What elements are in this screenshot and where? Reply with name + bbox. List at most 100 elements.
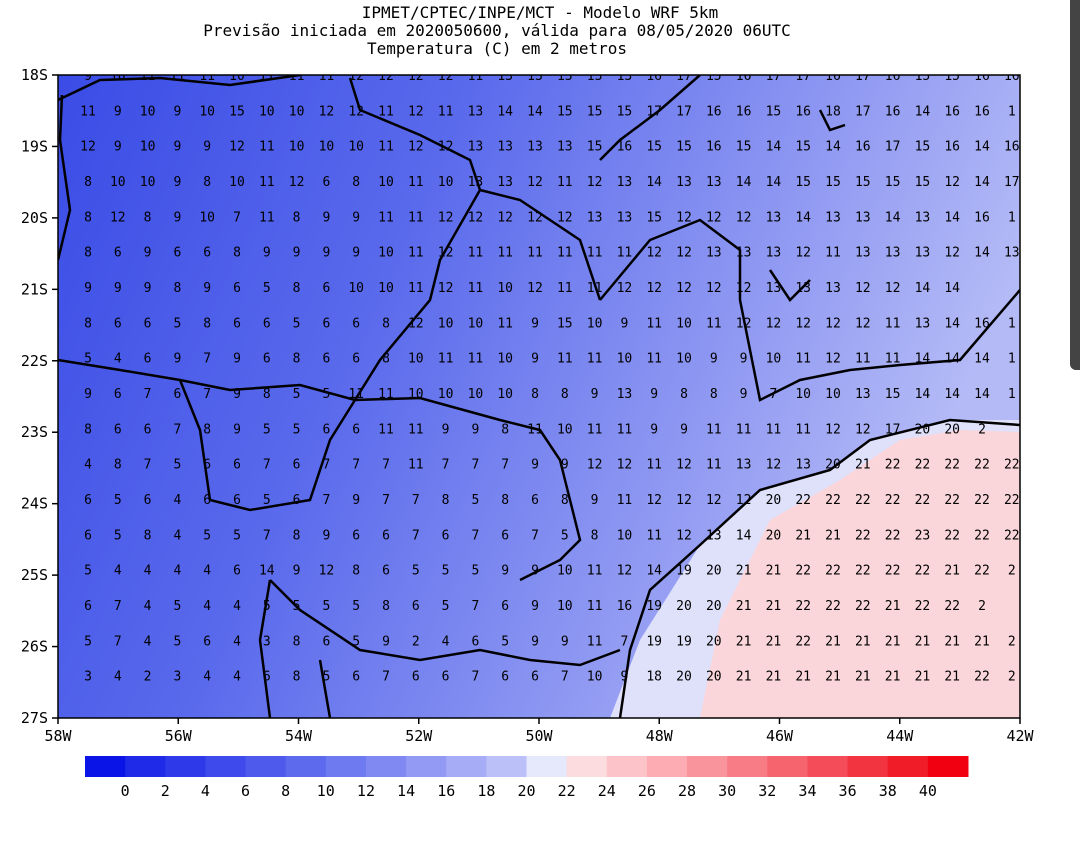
grid-value: 8	[561, 493, 569, 508]
grid-value: 13	[587, 210, 603, 225]
grid-value: 16	[736, 104, 752, 119]
grid-value: 6	[322, 281, 330, 296]
colorbar-label: 6	[241, 782, 250, 800]
grid-value: 9	[173, 352, 181, 367]
grid-value: 15	[229, 104, 245, 119]
grid-value: 22	[1004, 493, 1020, 508]
grid-value: 8	[382, 599, 390, 614]
grid-value: 9	[322, 246, 330, 261]
grid-value: 12	[408, 140, 424, 155]
grid-value: 13	[795, 458, 811, 473]
colorbar-label: 8	[281, 782, 290, 800]
grid-value: 9	[740, 387, 748, 402]
grid-value: 22	[944, 599, 960, 614]
grid-value: 12	[617, 281, 633, 296]
grid-value: 10	[676, 352, 692, 367]
grid-value: 11	[617, 422, 633, 437]
grid-value: 12	[766, 316, 782, 331]
grid-value: 8	[293, 634, 301, 649]
grid-value: 11	[408, 458, 424, 473]
grid-value: 12	[646, 493, 662, 508]
grid-value: 4	[233, 599, 241, 614]
grid-value: 9	[233, 387, 241, 402]
grid-value: 4	[233, 670, 241, 685]
grid-value: 16	[885, 104, 901, 119]
grid-value: 9	[144, 246, 152, 261]
grid-value: 16	[944, 140, 960, 155]
grid-value: 9	[203, 281, 211, 296]
grid-value: 9	[710, 352, 718, 367]
grid-value: 10	[617, 352, 633, 367]
grid-value: 6	[144, 493, 152, 508]
grid-value: 4	[203, 564, 211, 579]
grid-value: 9	[471, 422, 479, 437]
grid-value: 9	[650, 422, 658, 437]
grid-value: 11	[706, 422, 722, 437]
grid-value: 4	[114, 564, 122, 579]
grid-value: 8	[144, 528, 152, 543]
grid-value: 5	[561, 528, 569, 543]
grid-value: 16	[706, 140, 722, 155]
grid-value: 4	[203, 670, 211, 685]
grid-value: 12	[408, 316, 424, 331]
grid-value: 11	[646, 528, 662, 543]
grid-value: 6	[531, 493, 539, 508]
grid-value: 6	[352, 316, 360, 331]
colorbar-box	[446, 756, 487, 777]
grid-value: 11	[259, 210, 275, 225]
grid-value: 16	[646, 69, 662, 84]
grid-value: 12	[676, 210, 692, 225]
grid-value: 9	[144, 281, 152, 296]
grid-value: 17	[795, 69, 811, 84]
grid-value: 11	[140, 69, 156, 84]
grid-value: 13	[855, 387, 871, 402]
grid-value: 7	[531, 528, 539, 543]
grid-value: 14	[915, 281, 931, 296]
grid-value: 6	[382, 528, 390, 543]
grid-value: 10	[557, 564, 573, 579]
grid-value: 14	[736, 175, 752, 190]
grid-value: 10	[140, 104, 156, 119]
grid-value: 8	[293, 528, 301, 543]
grid-value: 12	[527, 210, 543, 225]
grid-value: 7	[412, 528, 420, 543]
lat-label: 20S	[21, 209, 48, 227]
grid-value: 6	[293, 458, 301, 473]
grid-value: 6	[382, 564, 390, 579]
grid-value: 14	[974, 387, 990, 402]
grid-value: 13	[825, 210, 841, 225]
colorbar-box	[325, 756, 367, 777]
grid-value: 12	[646, 246, 662, 261]
grid-value: 12	[855, 316, 871, 331]
grid-value: 22	[825, 493, 841, 508]
grid-value: 14	[766, 140, 782, 155]
grid-value: 14	[646, 564, 662, 579]
grid-value: 8	[203, 422, 211, 437]
grid-value: 5	[501, 634, 509, 649]
grid-value: 16	[617, 140, 633, 155]
grid-value: 11	[319, 69, 335, 84]
grid-value: 11	[587, 281, 603, 296]
grid-value: 2	[1008, 564, 1016, 579]
colorbar-box	[887, 756, 929, 777]
grid-value: 12	[497, 210, 513, 225]
grid-value: 11	[348, 387, 364, 402]
grid-value: 11	[259, 69, 275, 84]
grid-value: 11	[557, 352, 573, 367]
grid-value: 9	[293, 246, 301, 261]
grid-value: 9	[233, 422, 241, 437]
grid-value: 17	[676, 69, 692, 84]
grid-value: 4	[233, 634, 241, 649]
grid-value: 5	[114, 493, 122, 508]
colorbar-label: 40	[919, 782, 937, 800]
colorbar-box	[807, 756, 849, 777]
grid-value: 18	[825, 104, 841, 119]
grid-value: 16	[706, 104, 722, 119]
grid-value: 11	[199, 69, 215, 84]
grid-value: 5	[352, 634, 360, 649]
grid-value: 21	[766, 599, 782, 614]
grid-value: 5	[114, 528, 122, 543]
grid-value: 16	[974, 210, 990, 225]
colorbar: 0 2 4 6 8 10 12 14 16 18 20 22 24 26 28 30 32 34 36 38 40	[85, 756, 969, 800]
